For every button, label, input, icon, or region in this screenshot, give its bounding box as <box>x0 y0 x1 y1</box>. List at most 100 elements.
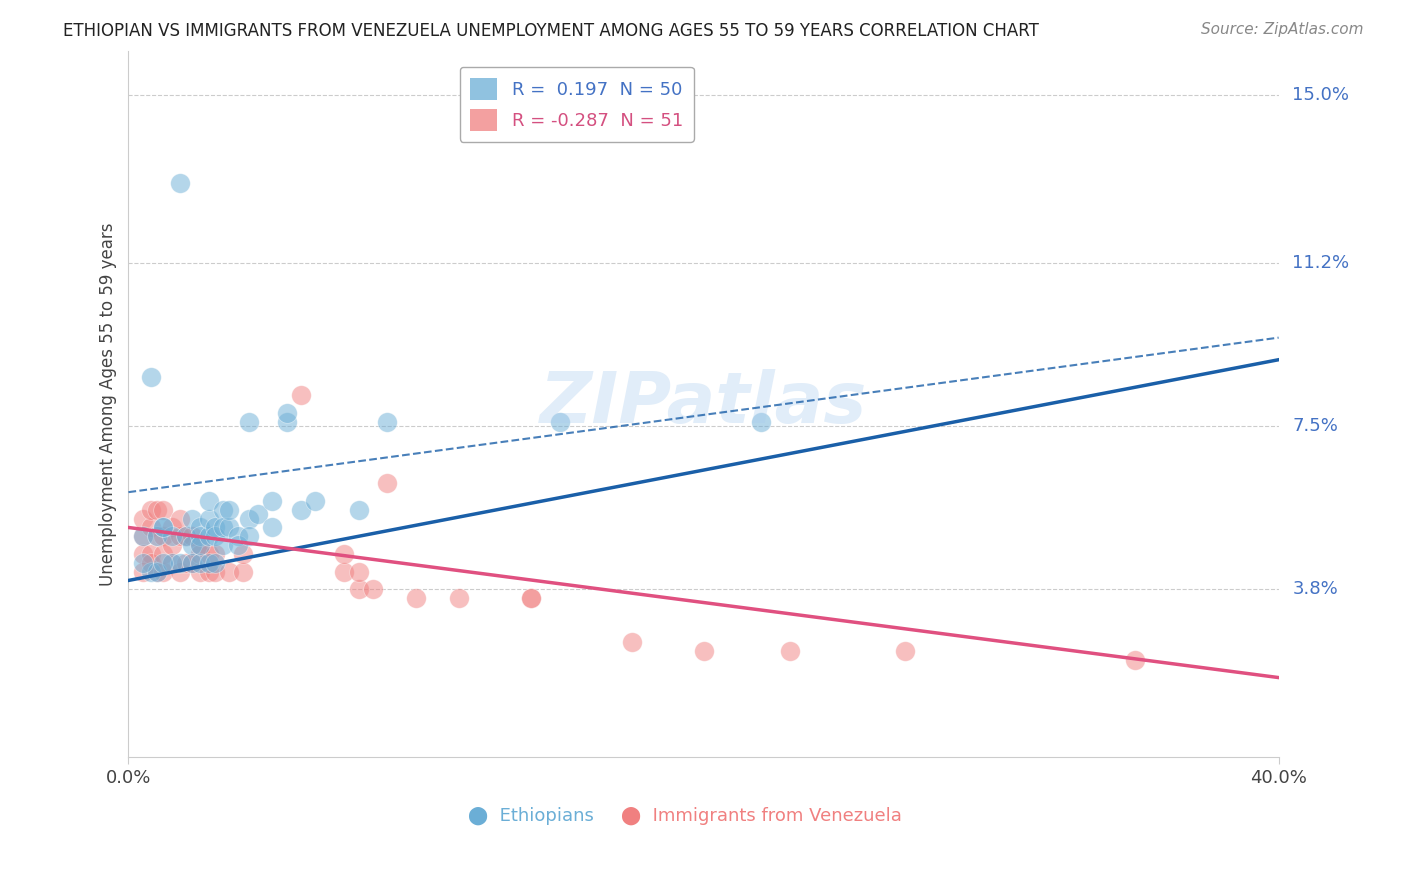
Point <box>347 503 370 517</box>
Text: ETHIOPIAN VS IMMIGRANTS FROM VENEZUELA UNEMPLOYMENT AMONG AGES 55 TO 59 YEARS CO: ETHIOPIAN VS IMMIGRANTS FROM VENEZUELA U… <box>63 22 1039 40</box>
Point <box>198 511 221 525</box>
Point <box>190 520 212 534</box>
Point <box>180 556 202 570</box>
Point <box>449 591 471 606</box>
Point <box>160 520 183 534</box>
Y-axis label: Unemployment Among Ages 55 to 59 years: Unemployment Among Ages 55 to 59 years <box>100 222 117 586</box>
Point <box>226 529 249 543</box>
Point <box>238 415 260 429</box>
Point <box>620 635 643 649</box>
Point <box>141 520 163 534</box>
Point <box>290 388 312 402</box>
Point <box>174 556 197 570</box>
Point <box>262 494 284 508</box>
Point <box>146 529 169 543</box>
Point <box>204 529 226 543</box>
Point <box>375 476 398 491</box>
Point <box>190 538 212 552</box>
Point <box>218 520 240 534</box>
Point <box>146 529 169 543</box>
Text: ZIPatlas: ZIPatlas <box>540 369 868 438</box>
Point <box>198 494 221 508</box>
Point <box>218 565 240 579</box>
Point <box>361 582 384 597</box>
Point <box>262 520 284 534</box>
Point <box>146 565 169 579</box>
Point <box>226 538 249 552</box>
Point <box>232 547 254 561</box>
Point <box>190 556 212 570</box>
Point <box>174 529 197 543</box>
Point <box>152 520 174 534</box>
Point <box>169 565 191 579</box>
Point <box>347 582 370 597</box>
Point <box>132 529 155 543</box>
Point <box>333 547 356 561</box>
Point <box>160 556 183 570</box>
Point <box>132 547 155 561</box>
Point <box>692 644 714 658</box>
Point <box>520 591 543 606</box>
Point <box>169 529 191 543</box>
Point <box>132 565 155 579</box>
Point <box>749 415 772 429</box>
Point <box>152 503 174 517</box>
Point <box>238 511 260 525</box>
Point <box>198 529 221 543</box>
Point <box>204 547 226 561</box>
Point <box>548 415 571 429</box>
Point <box>779 644 801 658</box>
Point <box>141 565 163 579</box>
Point <box>180 511 202 525</box>
Text: Source: ZipAtlas.com: Source: ZipAtlas.com <box>1201 22 1364 37</box>
Point <box>152 547 174 561</box>
Legend: R =  0.197  N = 50, R = -0.287  N = 51: R = 0.197 N = 50, R = -0.287 N = 51 <box>460 67 695 142</box>
Text: ⬤  Ethiopians: ⬤ Ethiopians <box>468 806 593 825</box>
Point <box>212 520 235 534</box>
Point <box>160 556 183 570</box>
Point <box>212 538 235 552</box>
Point <box>180 556 202 570</box>
Point <box>190 565 212 579</box>
Point <box>520 591 543 606</box>
Point <box>190 529 212 543</box>
Text: 11.2%: 11.2% <box>1292 253 1350 271</box>
Point <box>169 176 191 190</box>
Point <box>198 565 221 579</box>
Point <box>152 520 174 534</box>
Point <box>132 511 155 525</box>
Point <box>146 503 169 517</box>
Point <box>174 529 197 543</box>
Point <box>333 565 356 579</box>
Point <box>375 415 398 429</box>
Text: 3.8%: 3.8% <box>1292 581 1339 599</box>
Point <box>190 538 212 552</box>
Point <box>276 406 298 420</box>
Point <box>347 565 370 579</box>
Point <box>405 591 427 606</box>
Point <box>141 547 163 561</box>
Point <box>232 565 254 579</box>
Text: ⬤  Immigrants from Venezuela: ⬤ Immigrants from Venezuela <box>620 806 901 825</box>
Point <box>894 644 917 658</box>
Point <box>152 556 174 570</box>
Point <box>169 511 191 525</box>
Point <box>198 547 221 561</box>
Point <box>290 503 312 517</box>
Point <box>180 538 202 552</box>
Point <box>1123 653 1146 667</box>
Text: 15.0%: 15.0% <box>1292 86 1350 103</box>
Point <box>276 415 298 429</box>
Point <box>132 529 155 543</box>
Point <box>212 503 235 517</box>
Text: 7.5%: 7.5% <box>1292 417 1339 435</box>
Point <box>204 520 226 534</box>
Point <box>152 529 174 543</box>
Point <box>180 529 202 543</box>
Point <box>238 529 260 543</box>
Point <box>304 494 326 508</box>
Point <box>218 503 240 517</box>
Point <box>132 556 155 570</box>
Point <box>204 565 226 579</box>
Point <box>141 370 163 384</box>
